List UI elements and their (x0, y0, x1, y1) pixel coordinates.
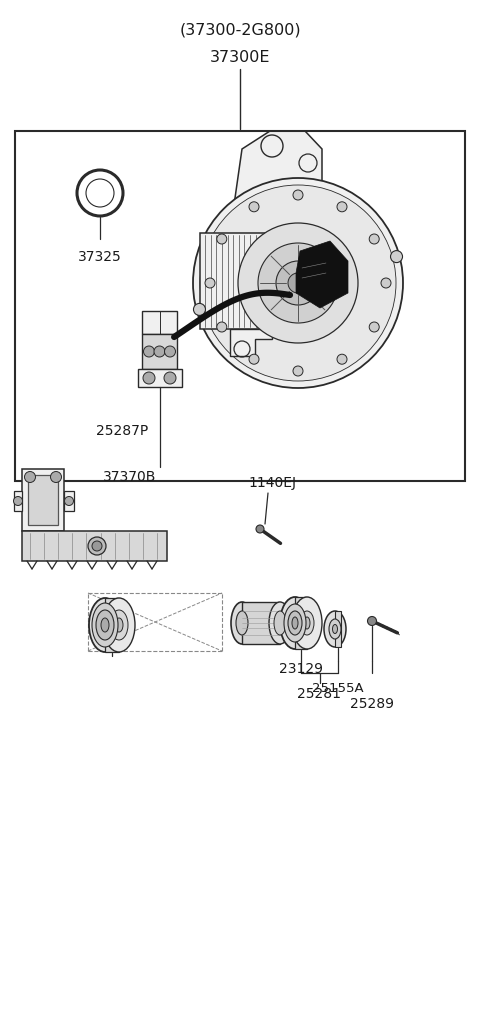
Polygon shape (296, 242, 348, 308)
Ellipse shape (284, 605, 306, 642)
Circle shape (369, 235, 379, 245)
Circle shape (193, 304, 205, 316)
Polygon shape (200, 234, 272, 330)
Bar (105, 599, 119, 652)
Bar (28, 475, 58, 526)
Circle shape (144, 347, 155, 358)
Ellipse shape (231, 603, 253, 644)
Text: 25155A: 25155A (312, 681, 364, 695)
Ellipse shape (274, 612, 286, 635)
Circle shape (391, 252, 403, 263)
Bar (335, 612, 341, 647)
Polygon shape (230, 330, 272, 357)
Circle shape (88, 538, 106, 555)
Polygon shape (22, 469, 64, 532)
Bar (295, 598, 307, 649)
Circle shape (164, 373, 176, 384)
Circle shape (249, 202, 259, 212)
Ellipse shape (110, 611, 128, 640)
Text: 37370B: 37370B (103, 469, 156, 483)
Polygon shape (142, 335, 177, 370)
Circle shape (217, 235, 227, 245)
Circle shape (154, 347, 165, 358)
Ellipse shape (101, 619, 109, 632)
Circle shape (368, 617, 376, 626)
Bar (15, 131, 465, 481)
Circle shape (50, 472, 61, 483)
Circle shape (256, 526, 264, 534)
Text: 25289: 25289 (350, 697, 394, 711)
Circle shape (293, 191, 303, 201)
Ellipse shape (292, 598, 322, 649)
Text: 37325: 37325 (78, 250, 122, 264)
Circle shape (193, 179, 403, 388)
Text: 37300E: 37300E (210, 50, 270, 65)
Ellipse shape (103, 599, 135, 652)
Polygon shape (64, 491, 74, 512)
Polygon shape (230, 131, 322, 234)
Ellipse shape (236, 612, 248, 635)
Circle shape (258, 244, 338, 324)
Ellipse shape (329, 620, 341, 639)
Bar (242, 603, 280, 644)
Circle shape (205, 279, 215, 289)
Circle shape (143, 373, 155, 384)
Circle shape (64, 497, 73, 506)
Circle shape (276, 262, 320, 305)
Polygon shape (142, 311, 177, 335)
Circle shape (293, 367, 303, 377)
Circle shape (217, 323, 227, 333)
Text: 23129: 23129 (279, 661, 323, 675)
Circle shape (381, 279, 391, 289)
Text: 25281: 25281 (298, 686, 341, 701)
Circle shape (369, 323, 379, 333)
Polygon shape (138, 370, 182, 387)
Ellipse shape (89, 599, 121, 652)
Ellipse shape (333, 625, 337, 634)
Ellipse shape (304, 618, 310, 630)
Ellipse shape (115, 619, 123, 632)
Circle shape (337, 355, 347, 365)
Ellipse shape (300, 612, 314, 635)
Ellipse shape (288, 612, 302, 635)
Ellipse shape (96, 611, 114, 640)
Circle shape (13, 497, 23, 506)
Polygon shape (14, 491, 22, 512)
Circle shape (249, 355, 259, 365)
Text: 1140EJ: 1140EJ (248, 475, 296, 489)
Ellipse shape (269, 603, 291, 644)
Ellipse shape (292, 618, 298, 630)
Circle shape (92, 542, 102, 551)
Ellipse shape (324, 612, 346, 647)
Circle shape (24, 472, 36, 483)
Circle shape (165, 347, 176, 358)
Ellipse shape (280, 598, 310, 649)
Circle shape (288, 274, 308, 294)
Circle shape (238, 223, 358, 344)
Circle shape (200, 186, 396, 381)
Circle shape (337, 202, 347, 212)
Text: (37300-2G800): (37300-2G800) (179, 22, 301, 37)
Ellipse shape (92, 604, 118, 647)
Text: 25287P: 25287P (96, 424, 148, 438)
Polygon shape (22, 532, 167, 561)
